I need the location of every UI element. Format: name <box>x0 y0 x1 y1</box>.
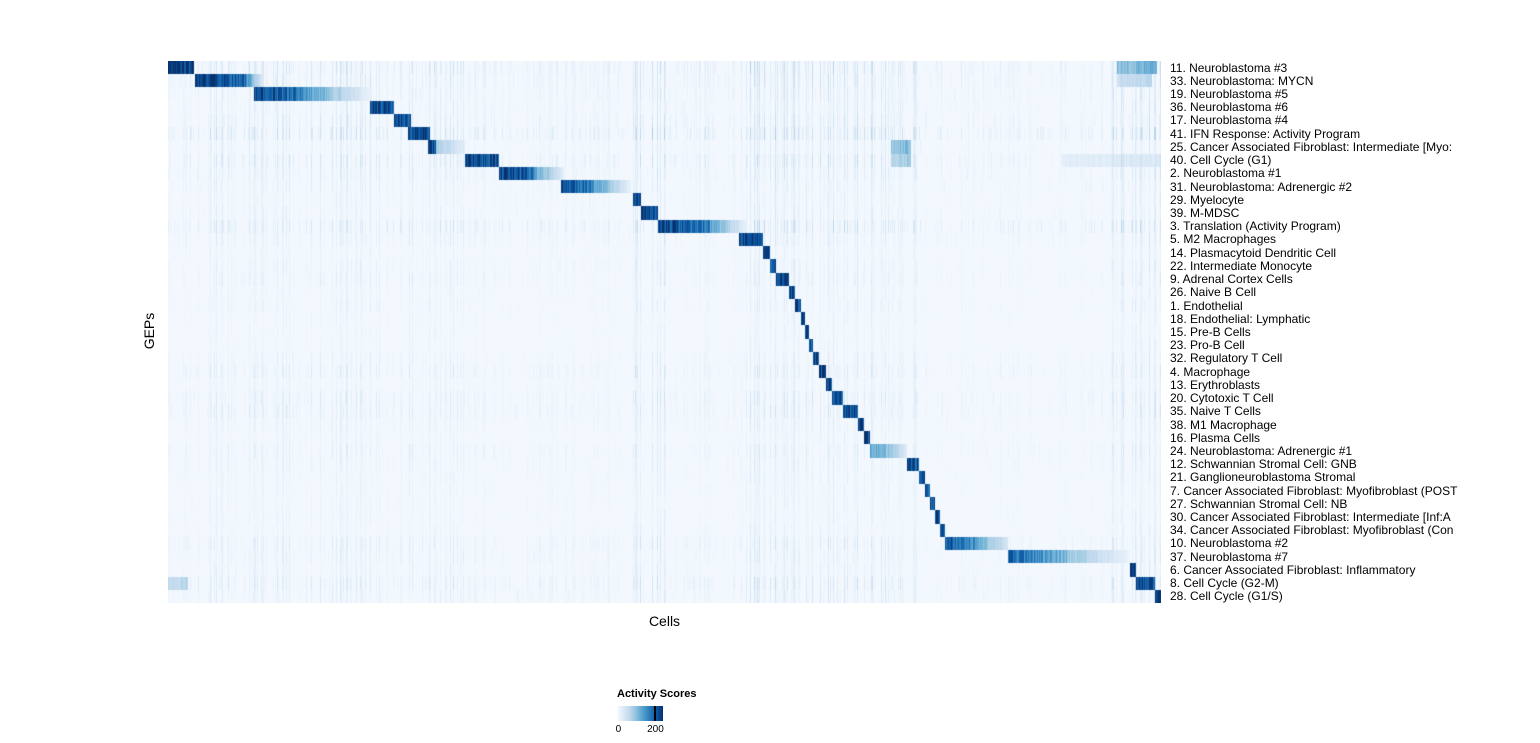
gep-row-label: 28. Cell Cycle (G1/S) <box>1170 589 1283 604</box>
gep-row-label: 6. Cancer Associated Fibroblast: Inflamm… <box>1170 562 1416 577</box>
gep-row-label: 15. Pre-B Cells <box>1170 324 1251 339</box>
gep-row-label: 13. Erythroblasts <box>1170 377 1261 392</box>
legend-tick-200 <box>653 706 656 721</box>
gep-row-label: 32. Regulatory T Cell <box>1170 351 1283 366</box>
legend-tick-label-200: 200 <box>647 724 664 735</box>
gep-row-label: 38. M1 Macrophage <box>1170 417 1277 432</box>
gep-row-label: 4. Macrophage <box>1170 364 1251 379</box>
gep-row-label: 9. Adrenal Cortex Cells <box>1170 272 1293 287</box>
legend: Activity Scores 0 200 <box>615 688 737 736</box>
gep-row-label: 25. Cancer Associated Fibroblast: Interm… <box>1170 139 1453 154</box>
gep-row-label: 23. Pro-B Cell <box>1170 338 1245 353</box>
gep-row-label: 33. Neuroblastoma: MYCN <box>1170 73 1314 88</box>
gep-row-label: 22. Intermediate Monocyte <box>1170 258 1313 273</box>
gep-row-label: 21. Ganglioneuroblastoma Stromal <box>1170 470 1356 485</box>
y-axis-label: GEPs <box>141 312 157 350</box>
heatmap-canvas <box>168 61 1161 603</box>
gep-row-label: 8. Cell Cycle (G2-M) <box>1170 576 1279 591</box>
gep-row-label: 30. Cancer Associated Fibroblast: Interm… <box>1170 510 1451 525</box>
legend-title: Activity Scores <box>617 688 697 700</box>
gep-row-label: 39. M-MDSC <box>1170 206 1240 221</box>
gep-row-label: 18. Endothelial: Lymphatic <box>1170 311 1311 326</box>
row-labels: 11. Neuroblastoma #3 33. Neuroblastoma: M… <box>1170 61 1540 603</box>
gep-row-label: 2. Neuroblastoma #1 <box>1170 166 1282 181</box>
gep-row-label: 5. M2 Macrophages <box>1170 232 1277 247</box>
gep-row-label: 40. Cell Cycle (G1) <box>1170 153 1272 168</box>
gep-row-label: 3. Translation (Activity Program) <box>1170 219 1341 234</box>
gep-row-label: 7. Cancer Associated Fibroblast: Myofibr… <box>1170 483 1458 498</box>
gep-row-label: 11. Neuroblastoma #3 <box>1170 60 1288 75</box>
gep-row-label: 24. Neuroblastoma: Adrenergic #1 <box>1170 443 1353 458</box>
gep-row-label: 29. Myelocyte <box>1170 192 1245 207</box>
legend-tick-labels: 0 200 <box>615 724 664 736</box>
gep-row-label: 36. Neuroblastoma #6 <box>1170 100 1289 115</box>
gep-row-label: 10. Neuroblastoma #2 <box>1170 536 1289 551</box>
gep-row-label: 12. Schwannian Stromal Cell: GNB <box>1170 457 1357 472</box>
gep-row-label: 35. Naive T Cells <box>1170 404 1261 419</box>
gep-row-label: 37. Neuroblastoma #7 <box>1170 549 1289 564</box>
legend-colorbar <box>617 706 663 721</box>
gep-row-label: 19. Neuroblastoma #5 <box>1170 87 1289 102</box>
gep-row-label: 31. Neuroblastoma: Adrenergic #2 <box>1170 179 1353 194</box>
legend-tick-label-0: 0 <box>615 724 622 735</box>
gep-row-label: 27. Schwannian Stromal Cell: NB <box>1170 496 1348 511</box>
gep-row-label: 20. Cytotoxic T Cell <box>1170 391 1274 406</box>
gep-row-label: 26. Naive B Cell <box>1170 285 1257 300</box>
gep-row-label: 1. Endothelial <box>1170 298 1243 313</box>
gep-row-label: 16. Plasma Cells <box>1170 430 1261 445</box>
gep-row-label: 14. Plasmacytoid Dendritic Cell <box>1170 245 1337 260</box>
x-axis-label: Cells <box>648 613 681 629</box>
gep-row-label: 41. IFN Response: Activity Program <box>1170 126 1361 141</box>
gep-row-label: 17. Neuroblastoma #4 <box>1170 113 1289 128</box>
gep-row-label: 34. Cancer Associated Fibroblast: Myofib… <box>1170 523 1454 538</box>
